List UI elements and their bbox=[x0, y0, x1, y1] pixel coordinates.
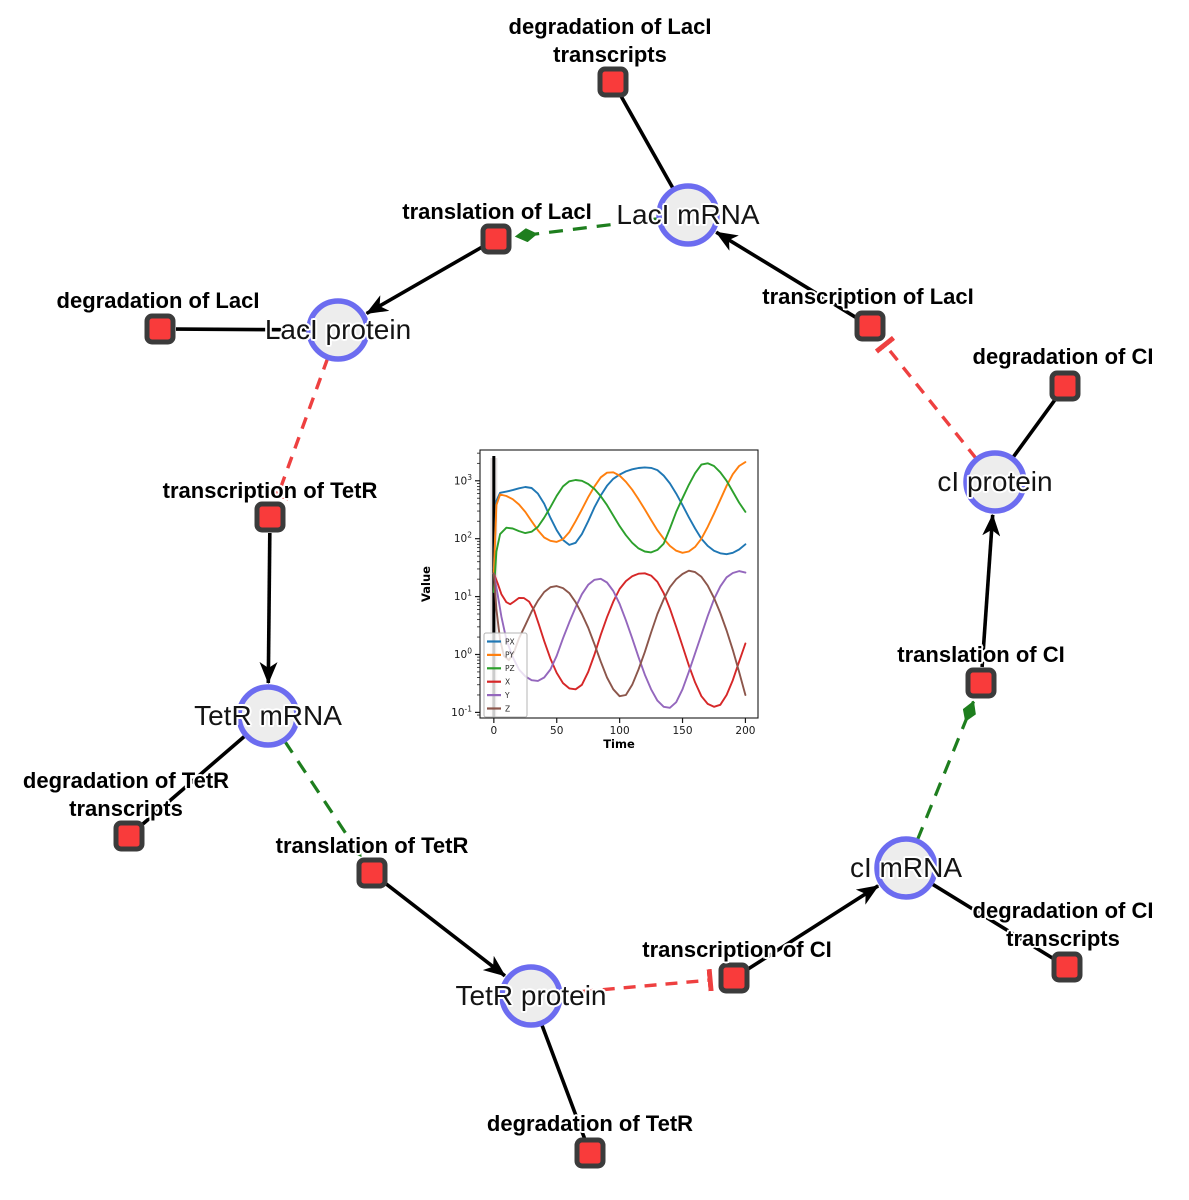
edge-modifier-laci-mrna-to-translation-laci bbox=[514, 217, 659, 243]
nodes-layer bbox=[113, 66, 1083, 1169]
reaction-node-translation-tetr[interactable] bbox=[356, 857, 388, 889]
timecourse-inset-chart: 103 102 101 100 10-1 0 50 100 150 200 PX PY PZ X Y Z Tim… bbox=[419, 436, 770, 770]
legend-label-PX: PX bbox=[505, 637, 515, 646]
y-tick-label: 102 bbox=[454, 531, 472, 546]
edge-plain-ci-mrna-to-deg-ci-transcripts bbox=[930, 882, 1055, 961]
x-tick-label: 0 bbox=[490, 725, 497, 737]
timecourse-chart: 103 102 101 100 10-1 0 50 100 150 200 PX PY PZ XYZ Tim… bbox=[419, 449, 759, 751]
edge-plain-tetr-protein-to-deg-tetr bbox=[539, 1023, 587, 1139]
edge-inhibition-laci-protein-to-transcription-tetr bbox=[267, 357, 330, 501]
series-line-PY bbox=[492, 461, 747, 575]
edge-plain-laci-protein-to-deg-laci bbox=[175, 327, 309, 332]
legend-label-Y: Y bbox=[504, 691, 510, 700]
series-line-Z bbox=[492, 569, 747, 698]
edge-production-transcription-ci-to-ci-mrna bbox=[746, 884, 880, 971]
species-node-tetr-mrna[interactable] bbox=[236, 684, 300, 748]
x-tick-label: 100 bbox=[610, 725, 630, 737]
y-tick-label: 103 bbox=[454, 473, 472, 488]
species-node-laci-protein[interactable] bbox=[306, 298, 370, 362]
edge-production-transcription-laci-to-laci-mrna bbox=[715, 230, 858, 320]
edges-layer bbox=[139, 95, 1058, 1139]
x-tick-label: 200 bbox=[735, 725, 755, 737]
reaction-node-translation-ci[interactable] bbox=[965, 667, 997, 699]
edge-plain-laci-mrna-to-deg-laci-transcripts bbox=[619, 95, 675, 190]
reaction-node-deg-tetr[interactable] bbox=[574, 1137, 606, 1169]
reaction-node-transcription-ci[interactable] bbox=[718, 962, 750, 994]
edge-modifier-tetr-mrna-to-translation-tetr bbox=[283, 740, 363, 858]
chart-legend: PX PY PZ XYZ bbox=[483, 632, 528, 718]
chart-y-axis-label: Value bbox=[420, 566, 433, 602]
reaction-node-deg-tetr-transcripts[interactable] bbox=[113, 820, 145, 852]
reaction-node-transcription-tetr[interactable] bbox=[254, 501, 286, 533]
reaction-node-deg-laci-transcripts[interactable] bbox=[597, 66, 629, 98]
edge-production-translation-laci-to-laci-protein bbox=[365, 245, 483, 316]
series-line-X bbox=[492, 572, 747, 708]
edge-production-translation-tetr-to-tetr-protein bbox=[383, 881, 507, 978]
species-node-laci-mrna[interactable] bbox=[656, 183, 720, 247]
edge-production-transcription-tetr-to-tetr-mrna bbox=[259, 532, 278, 684]
legend-label-Z: Z bbox=[505, 704, 510, 713]
y-tick-label: 10-1 bbox=[451, 704, 472, 719]
reaction-node-translation-laci[interactable] bbox=[480, 223, 512, 255]
chart-frame bbox=[479, 449, 759, 719]
reaction-node-deg-laci[interactable] bbox=[144, 313, 176, 345]
y-tick-label: 100 bbox=[454, 646, 472, 661]
chart-x-axis-label: Time bbox=[603, 737, 635, 751]
edge-inhibition-tetr-protein-to-transcription-ci bbox=[560, 968, 714, 996]
x-tick-label: 50 bbox=[550, 725, 563, 737]
series-line-PZ bbox=[492, 462, 747, 593]
edge-modifier-ci-mrna-to-translation-ci bbox=[915, 700, 976, 841]
species-node-tetr-protein[interactable] bbox=[499, 964, 563, 1028]
x-tick-label: 150 bbox=[673, 725, 693, 737]
species-node-ci-mrna[interactable] bbox=[874, 836, 938, 900]
edge-production-translation-ci-to-ci-protein bbox=[980, 513, 1001, 668]
series-line-Y bbox=[492, 570, 747, 709]
edge-plain-ci-protein-to-deg-ci bbox=[1011, 397, 1058, 459]
legend-label-X: X bbox=[505, 678, 510, 687]
edge-plain-tetr-mrna-to-deg-tetr-transcripts bbox=[139, 734, 247, 827]
edge-inhibition-ci-protein-to-transcription-laci bbox=[874, 335, 978, 460]
y-tick-label: 101 bbox=[454, 589, 472, 604]
reaction-node-transcription-laci[interactable] bbox=[854, 310, 886, 342]
series-line-PX bbox=[492, 466, 747, 570]
species-node-ci-protein[interactable] bbox=[963, 450, 1027, 514]
reaction-node-deg-ci[interactable] bbox=[1049, 370, 1081, 402]
reaction-node-deg-ci-transcripts[interactable] bbox=[1051, 951, 1083, 983]
legend-label-PZ: PZ bbox=[505, 664, 515, 673]
legend-label-PY: PY bbox=[505, 651, 514, 660]
